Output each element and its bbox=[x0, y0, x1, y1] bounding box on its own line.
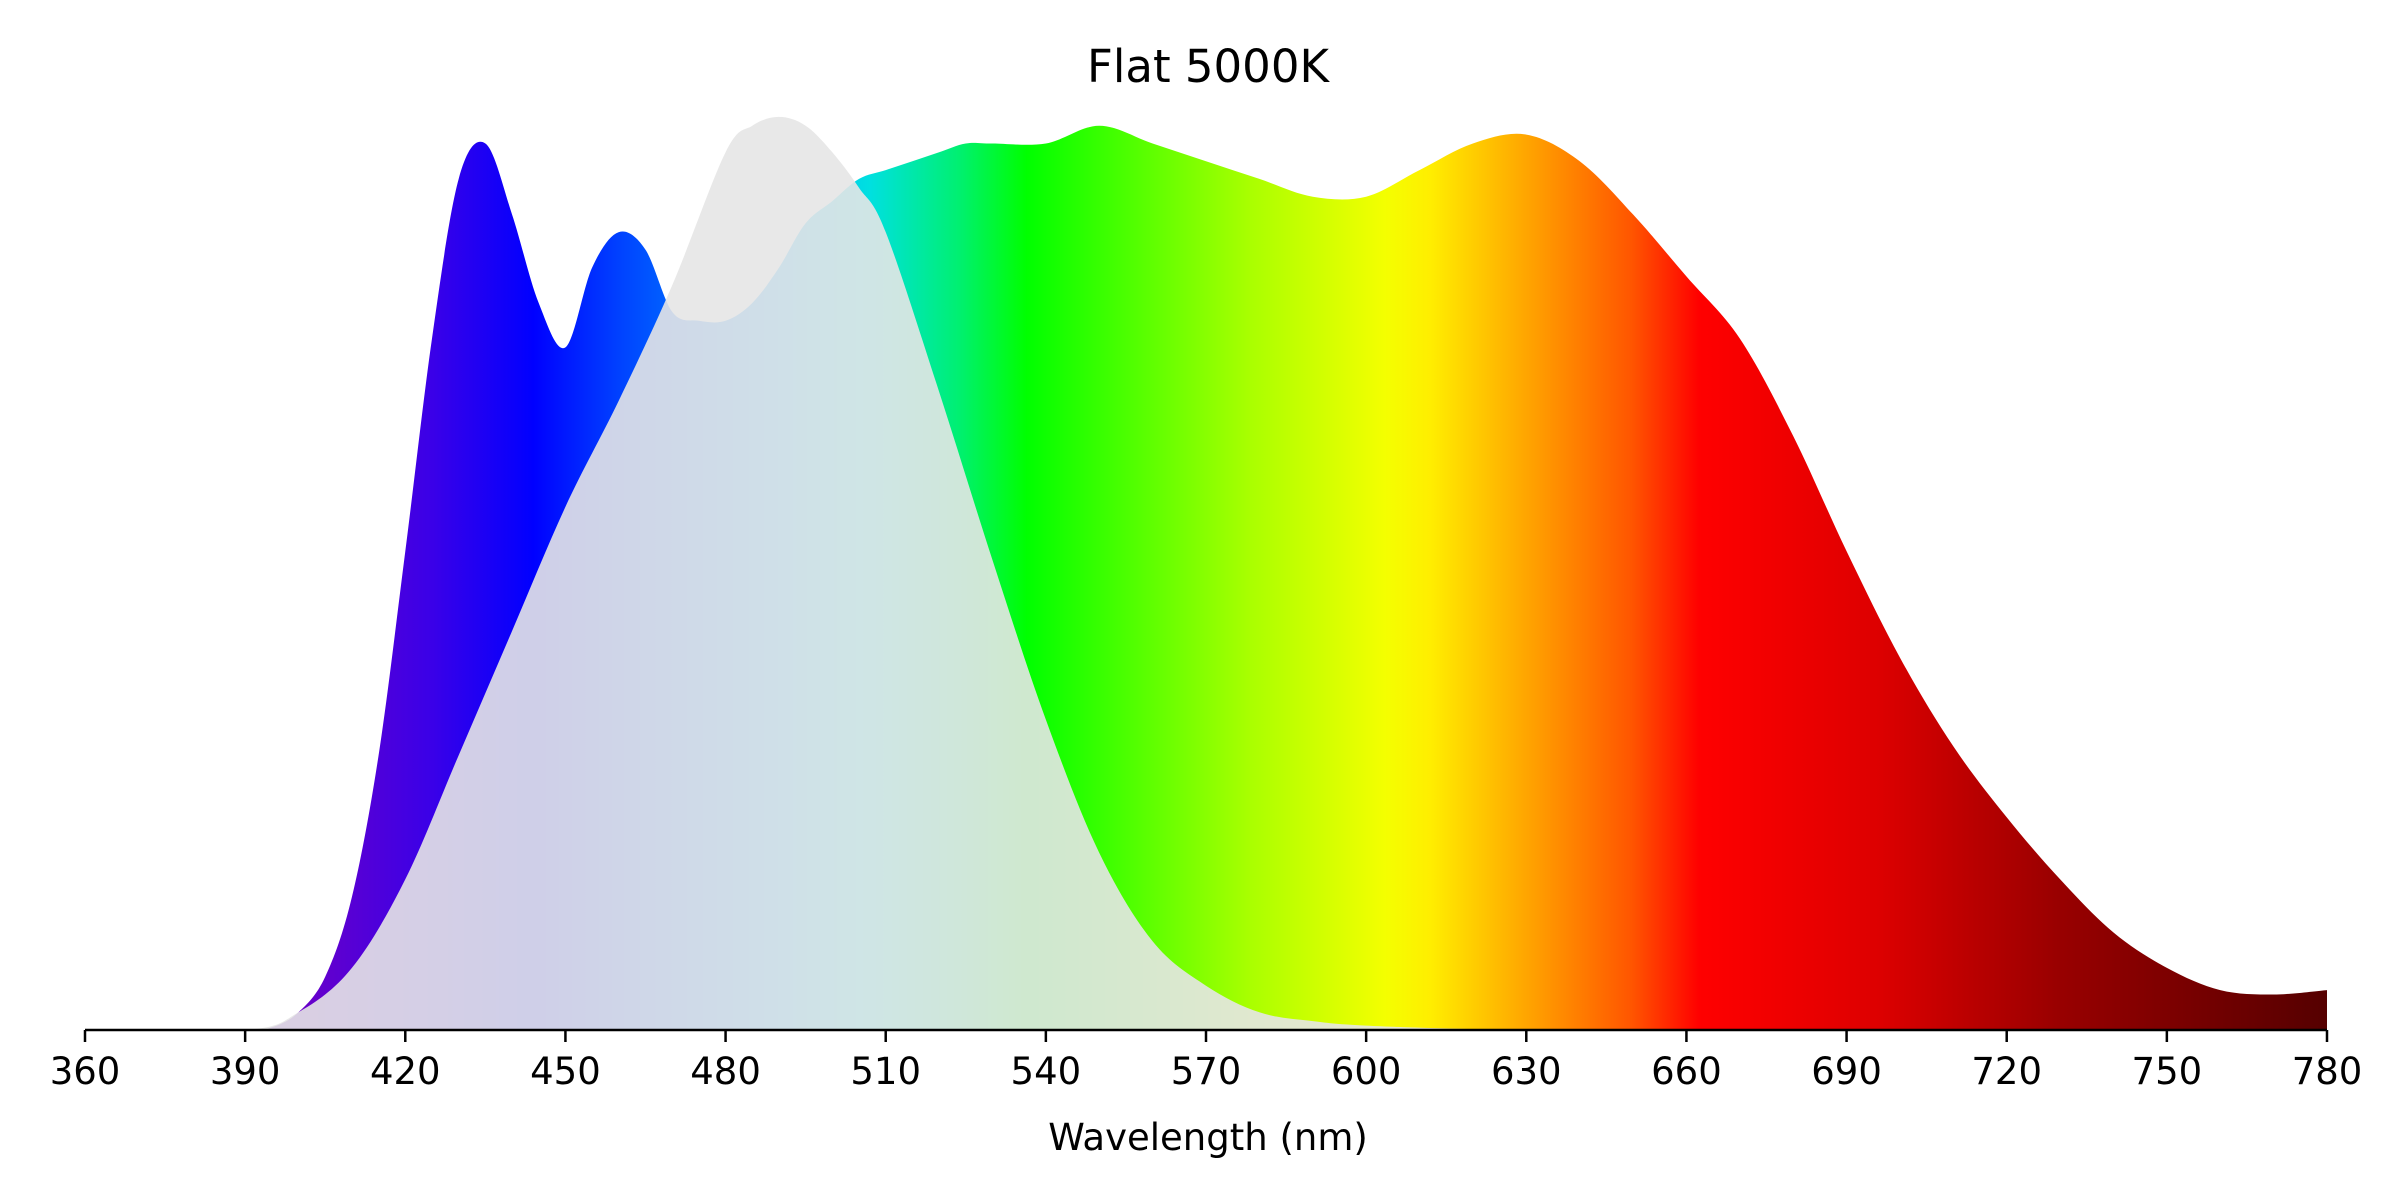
x-tick-label-630: 630 bbox=[1491, 1050, 1562, 1093]
plot-area bbox=[85, 116, 2327, 1030]
x-tick-label-750: 750 bbox=[2132, 1050, 2203, 1093]
x-tick-label-480: 480 bbox=[690, 1050, 761, 1093]
x-tick-label-780: 780 bbox=[2292, 1050, 2363, 1093]
x-tick-label-540: 540 bbox=[1011, 1050, 1082, 1093]
x-tick-label-660: 660 bbox=[1651, 1050, 1722, 1093]
x-tick-label-690: 690 bbox=[1811, 1050, 1882, 1093]
x-tick-label-510: 510 bbox=[850, 1050, 921, 1093]
x-axis-label: Wavelength (nm) bbox=[1048, 1116, 1368, 1159]
chart-title: Flat 5000K bbox=[1087, 40, 1330, 93]
x-tick-label-570: 570 bbox=[1171, 1050, 1242, 1093]
x-tick-label-600: 600 bbox=[1331, 1050, 1402, 1093]
series-secondary-area bbox=[85, 116, 1580, 1030]
x-tick-label-450: 450 bbox=[530, 1050, 601, 1093]
x-axis-ticks: 360 390 420 450 480 510 540 570 600 630 660 690 720 7… bbox=[50, 1030, 2363, 1093]
x-tick-label-390: 390 bbox=[210, 1050, 281, 1093]
x-tick-label-360: 360 bbox=[50, 1050, 121, 1093]
x-tick-label-720: 720 bbox=[1971, 1050, 2042, 1093]
x-tick-label-420: 420 bbox=[370, 1050, 441, 1093]
